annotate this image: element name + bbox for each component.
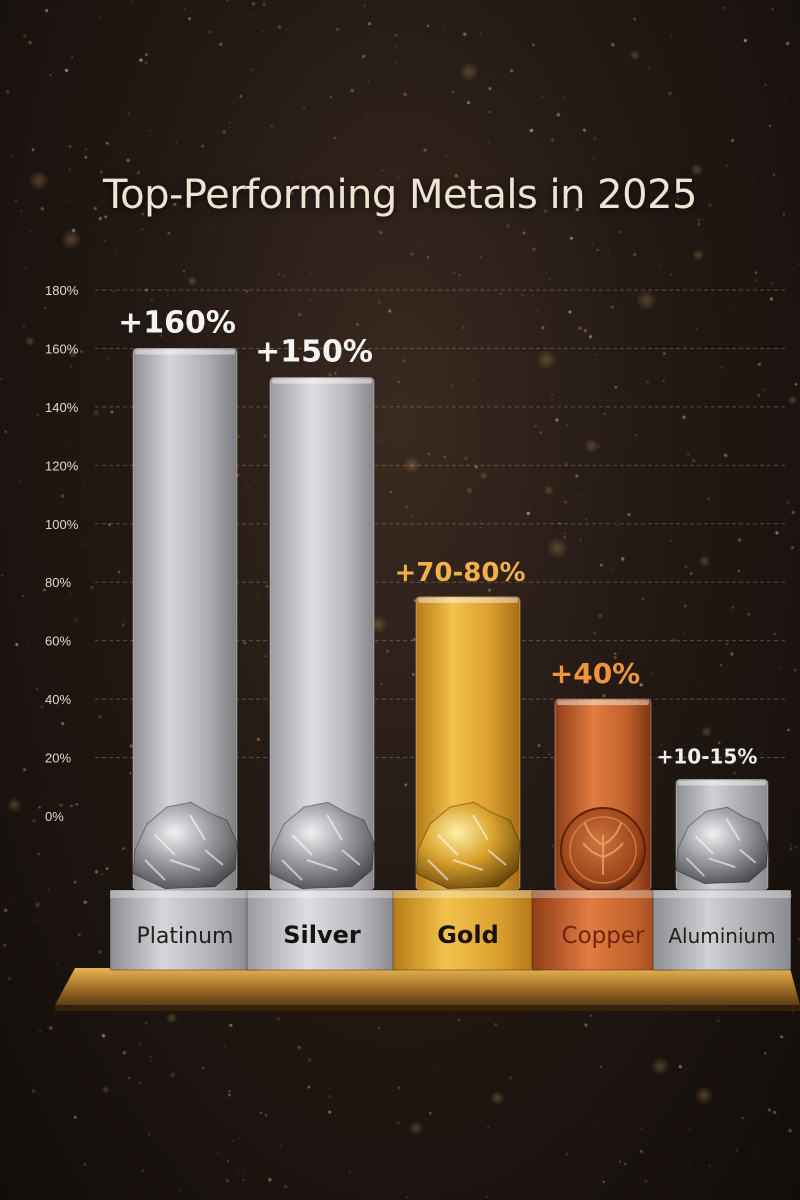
bar-group-copper: Copper xyxy=(531,698,675,971)
nugget-facet xyxy=(281,859,303,881)
nugget-facet xyxy=(452,859,484,871)
nugget-facet xyxy=(189,814,206,841)
bar-group-silver: Silver xyxy=(246,377,398,971)
value-label-silver: +150% xyxy=(255,335,373,370)
nugget-facet xyxy=(739,848,757,864)
y-tick-label: 20% xyxy=(45,751,71,766)
bar-highlight xyxy=(678,780,766,786)
y-tick-label: 80% xyxy=(45,575,71,590)
coin-rim xyxy=(569,816,637,884)
y-tick-label: 180% xyxy=(45,283,79,298)
value-label-gold: +70-80% xyxy=(395,558,526,588)
bars: Platinum Silver Gold Copper Aluminium xyxy=(109,347,792,971)
y-tick-label: 100% xyxy=(45,517,79,532)
nugget-facet xyxy=(685,857,706,877)
gold-nugget xyxy=(415,801,521,890)
nugget-facet xyxy=(291,834,313,856)
value-label-copper: +40% xyxy=(550,657,640,690)
pedestal-top xyxy=(247,890,397,898)
value-label-platinum: +160% xyxy=(118,305,236,340)
nugget-facet xyxy=(144,859,166,881)
shelf-edge xyxy=(55,1005,800,1011)
silver-nugget xyxy=(132,801,238,890)
gold-shelf xyxy=(55,968,800,1005)
nugget-facet xyxy=(487,849,507,866)
pedestal-top xyxy=(110,890,260,898)
value-label-aluminium: +10-15% xyxy=(657,744,758,768)
y-tick-label: 0% xyxy=(45,809,64,824)
bar-highlight xyxy=(272,378,372,384)
pedestal-aluminium xyxy=(652,889,792,971)
nugget-facet xyxy=(437,834,459,856)
bar-highlight xyxy=(418,597,518,603)
nugget-facet xyxy=(708,857,736,869)
value-labels: +160% +150% +70-80% +40% +10-15% xyxy=(118,305,757,768)
nugget-facet xyxy=(306,859,338,871)
y-tick-label: 160% xyxy=(45,341,79,356)
y-axis: 0% 20% 40% 60% 80% 100% 120% 140% 160% 180% xyxy=(45,283,79,824)
category-label-silver: Silver xyxy=(283,921,361,949)
bar-highlight xyxy=(135,349,235,355)
bar-group-gold: Gold xyxy=(392,596,544,971)
category-label-gold: Gold xyxy=(437,921,499,949)
base-shelf xyxy=(55,968,800,1011)
category-label-aluminium: Aluminium xyxy=(668,924,775,948)
category-label-platinum: Platinum xyxy=(137,924,234,949)
pedestal-top xyxy=(653,890,791,898)
y-tick-label: 140% xyxy=(45,400,79,415)
nugget-facet xyxy=(204,849,224,866)
bar-highlight xyxy=(557,700,649,706)
nugget-facet xyxy=(326,814,343,841)
chart-title: Top-Performing Metals in 2025 xyxy=(103,172,697,218)
y-tick-label: 40% xyxy=(45,692,71,707)
nugget-facet xyxy=(154,834,176,856)
category-label-copper: Copper xyxy=(562,923,645,949)
nugget-facet xyxy=(694,835,714,855)
nugget-facet xyxy=(427,859,449,881)
nugget-facet xyxy=(341,849,361,866)
nugget-facet xyxy=(725,817,741,842)
bar-group-platinum: Platinum xyxy=(109,347,261,971)
pedestal-top xyxy=(532,890,674,898)
nugget-facet xyxy=(472,814,489,841)
silver-nugget xyxy=(269,801,375,890)
nugget-facet xyxy=(169,859,201,871)
y-tick-label: 120% xyxy=(45,458,79,473)
silver-nugget xyxy=(675,806,769,885)
coin-tree-emblem xyxy=(582,822,624,875)
bar-group-aluminium: Aluminium xyxy=(652,778,792,971)
pedestal-top xyxy=(393,890,543,898)
y-tick-label: 60% xyxy=(45,634,71,649)
